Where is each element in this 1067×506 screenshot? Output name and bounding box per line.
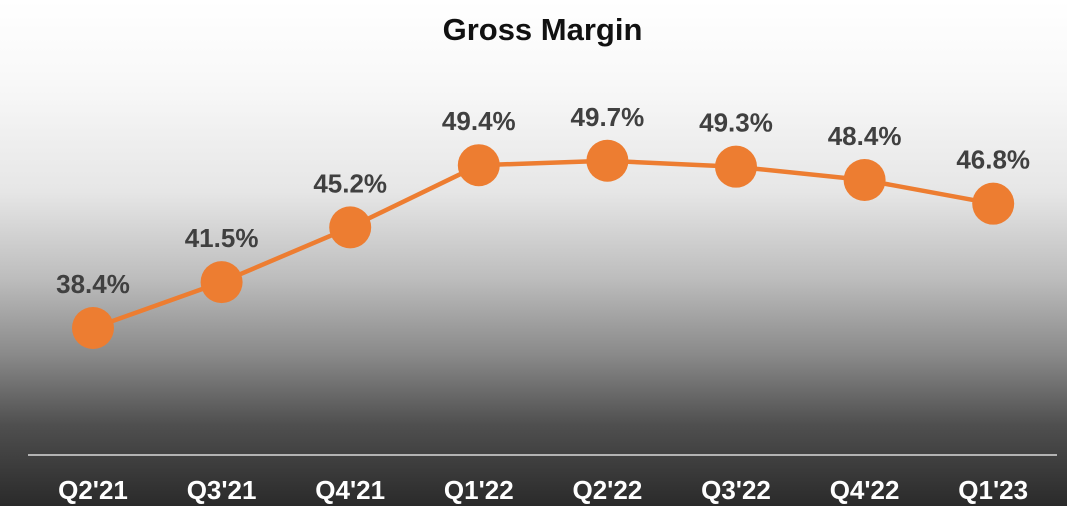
- series-line: [92, 158, 994, 331]
- data-label: 48.4%: [828, 121, 902, 151]
- data-label: 41.5%: [185, 223, 259, 253]
- data-label: 49.4%: [442, 106, 516, 136]
- data-label: 38.4%: [56, 269, 130, 299]
- chart-title: Gross Margin: [442, 12, 643, 47]
- data-label: 46.8%: [956, 145, 1030, 175]
- data-point: [972, 182, 1015, 225]
- data-label: 45.2%: [313, 168, 387, 198]
- data-point: [200, 261, 243, 304]
- x-tick-label: Q3'22: [701, 475, 771, 505]
- x-tick-layer: Q2'21 Q3'21 Q4'21 Q1'22 Q2'22 Q3'22 Q4'22 Q1'23: [58, 475, 1028, 505]
- data-point: [72, 307, 114, 349]
- x-tick-label: Q3'21: [187, 475, 257, 505]
- series-layer: [72, 139, 1015, 349]
- data-point: [586, 139, 629, 182]
- data-point: [843, 159, 886, 201]
- data-label-layer: 38.4% 41.5% 45.2% 49.4% 49.7% 49.3% 48.4% 46.8%: [56, 102, 1030, 299]
- x-tick-label: Q2'21: [58, 475, 128, 505]
- data-label: 49.7%: [571, 102, 645, 132]
- x-tick-label: Q1'22: [444, 475, 514, 505]
- x-tick-label: Q2'22: [573, 475, 643, 505]
- data-point: [457, 144, 500, 187]
- data-point: [329, 206, 372, 249]
- data-label: 49.3%: [699, 108, 773, 138]
- x-tick-label: Q4'21: [315, 475, 385, 505]
- x-tick-label: Q4'22: [830, 475, 900, 505]
- x-tick-label: Q1'23: [958, 475, 1028, 505]
- data-point: [715, 145, 757, 188]
